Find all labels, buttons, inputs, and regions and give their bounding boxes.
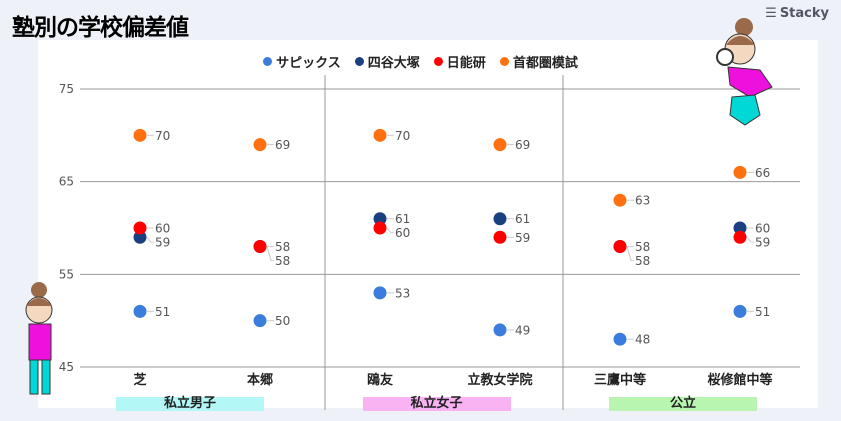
x-tick-label: 三鷹中等 xyxy=(594,372,646,388)
data-label: 51 xyxy=(155,305,170,319)
data-label: 60 xyxy=(395,226,410,240)
data-label: 58 xyxy=(635,254,650,268)
legend-label: 首都圏模試 xyxy=(512,56,578,71)
data-label: 59 xyxy=(155,236,170,250)
data-label-leader xyxy=(746,236,754,243)
data-label-leader xyxy=(266,246,274,262)
data-point xyxy=(613,193,627,207)
data-point xyxy=(253,240,267,254)
legend-item[interactable]: 首都圏模試 xyxy=(499,52,578,71)
x-tick-label: 芝 xyxy=(133,372,146,388)
data-label: 63 xyxy=(635,194,650,208)
data-point xyxy=(733,304,747,318)
data-point xyxy=(613,332,627,346)
data-label: 59 xyxy=(515,231,530,245)
y-tick-label: 45 xyxy=(59,360,74,374)
x-tick-label: 本郷 xyxy=(247,372,273,388)
data-point xyxy=(493,138,507,152)
data-label: 48 xyxy=(635,333,650,347)
data-label: 69 xyxy=(275,138,290,152)
legend-marker-icon xyxy=(354,57,364,66)
girl-with-magnifier-illustration xyxy=(716,18,773,126)
data-label: 49 xyxy=(515,323,530,337)
data-label: 69 xyxy=(515,138,530,152)
y-tick-label: 75 xyxy=(59,82,74,96)
legend-label: 四谷大塚 xyxy=(367,56,420,71)
data-label: 51 xyxy=(755,305,770,319)
y-tick-label: 55 xyxy=(59,267,74,281)
data-point xyxy=(253,138,267,152)
data-label: 61 xyxy=(515,212,530,226)
data-label: 53 xyxy=(395,286,410,300)
data-label-leader xyxy=(146,236,154,243)
data-label: 58 xyxy=(275,254,290,268)
x-tick-label: 立教女学院 xyxy=(467,372,532,388)
data-label-leader xyxy=(386,227,394,234)
data-point xyxy=(253,314,267,328)
data-label: 60 xyxy=(155,222,170,236)
chart-card xyxy=(38,40,818,408)
data-label: 61 xyxy=(395,212,410,226)
group-label: 公立 xyxy=(609,397,757,411)
legend: サピックス 四谷大塚 日能研 首都圏模試 xyxy=(0,52,841,71)
data-point xyxy=(133,304,147,318)
data-label: 50 xyxy=(275,314,290,328)
data-point xyxy=(733,165,747,179)
data-point xyxy=(493,323,507,337)
legend-item[interactable]: サピックス xyxy=(263,52,341,71)
data-point xyxy=(733,221,747,235)
legend-label: サピックス xyxy=(276,56,341,71)
y-tick-label: 65 xyxy=(59,175,74,189)
data-point xyxy=(733,230,747,244)
group-label: 私立女子 xyxy=(362,397,511,411)
data-label: 70 xyxy=(395,129,410,143)
data-point xyxy=(133,128,147,142)
legend-item[interactable]: 四谷大塚 xyxy=(354,52,420,71)
legend-marker-icon xyxy=(263,57,273,66)
girl-thinking-illustration xyxy=(25,282,53,395)
data-label: 60 xyxy=(755,222,770,236)
data-point xyxy=(493,212,507,226)
data-label: 70 xyxy=(155,129,170,143)
data-label: 66 xyxy=(755,166,770,180)
legend-label: 日能研 xyxy=(446,56,486,71)
logo-text: Stacky xyxy=(779,6,829,21)
x-tick-label: 桜修館中等 xyxy=(707,372,772,388)
x-tick-label: 鴎友 xyxy=(367,372,393,388)
group-label: 私立男子 xyxy=(116,397,264,411)
data-point xyxy=(133,221,147,235)
data-point xyxy=(133,230,147,244)
legend-item[interactable]: 日能研 xyxy=(433,52,486,71)
page-title: 塾別の学校偏差値 xyxy=(12,15,189,41)
legend-marker-icon xyxy=(433,57,443,66)
data-label-leader xyxy=(626,246,634,262)
data-label: 58 xyxy=(635,240,650,254)
data-label: 58 xyxy=(275,240,290,254)
legend-marker-icon xyxy=(499,57,509,66)
data-point xyxy=(493,230,507,244)
stack-icon: ☰ xyxy=(765,6,777,21)
data-point xyxy=(373,212,387,226)
data-point xyxy=(373,221,387,235)
stacky-logo: ☰ Stacky xyxy=(765,6,829,21)
data-label: 59 xyxy=(755,236,770,250)
data-point xyxy=(373,128,387,142)
data-point xyxy=(613,240,627,254)
data-point xyxy=(373,286,387,300)
